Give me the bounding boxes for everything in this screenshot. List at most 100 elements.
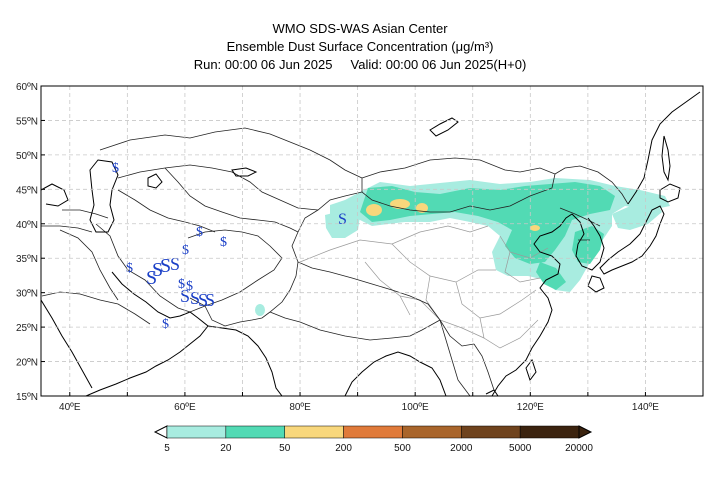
lon-tick-label: 60ºE [174, 402, 196, 413]
station-symbol-dollar: $ [220, 235, 227, 250]
lat-tick-label: 25ºN [16, 323, 38, 334]
colorbar-swatch [166, 425, 227, 439]
caspian-coast [89, 159, 119, 233]
station-symbol-dollar: $ [196, 225, 203, 240]
lat-tick-label: 40ºN [16, 220, 38, 231]
border-laos [473, 343, 495, 391]
dust-hotspot-1 [366, 204, 382, 216]
colorbar-label: 5 [164, 443, 170, 454]
colorbar-label: 50 [279, 443, 291, 454]
colorbar-arrow-high [578, 425, 593, 439]
province-line [425, 275, 485, 339]
province-line [504, 251, 541, 283]
province-line [364, 261, 411, 316]
dust-hotspot-4 [530, 225, 540, 231]
pakistan-india-coast [207, 325, 283, 396]
lon-axis: 40ºE 60ºE 80ºE 100ºE 120ºE 140ºE [59, 392, 659, 413]
colorbar-label: 2000 [450, 443, 473, 454]
title-run-valid: Run: 00:00 06 Jun 2025 Valid: 00:00 06 J… [0, 56, 720, 74]
border-iraq [59, 229, 119, 301]
border-seasia [439, 319, 471, 396]
province-line [455, 281, 537, 319]
title-product: Ensemble Dust Surface Concentration (μg/… [226, 39, 494, 54]
dust-region-manchuria [535, 192, 575, 208]
lat-tick-label: 20ºN [16, 358, 38, 369]
map-layer: $ $ $ $ $ $ $ $ S S S S S S S S S [41, 86, 703, 396]
run-time: Run: 00:00 06 Jun 2025 [193, 57, 333, 72]
japan-hokkaido [659, 183, 681, 203]
station-symbols: $ $ $ $ $ $ $ $ S S S S S S S S S [112, 161, 347, 332]
colorbar-label: 20 [220, 443, 232, 454]
country-borders [41, 127, 629, 396]
station-symbol-s: S [160, 255, 171, 277]
border-india [269, 311, 441, 341]
station-symbol-dollar: $ [182, 243, 189, 258]
lake-balkhash [231, 167, 258, 177]
lon-tick-label: 40ºE [59, 402, 81, 413]
border-mongolia [361, 157, 556, 213]
dust-hotspot-5 [581, 185, 591, 191]
province-line [479, 317, 539, 349]
colorbar-label: 200 [335, 443, 352, 454]
lat-tick-label: 30ºN [16, 289, 38, 300]
black-sea-coast [41, 183, 69, 207]
aral-sea [147, 173, 163, 189]
title-block: WMO SDS-WAS Asian Center Ensemble Dust S… [0, 20, 720, 74]
sakhalin [661, 135, 671, 182]
dust-field [255, 178, 670, 316]
colorbar-swatch [343, 425, 403, 439]
station-symbol-dollar: $ [112, 161, 119, 176]
province-line [391, 243, 496, 283]
graticule [41, 86, 703, 396]
province-line [299, 225, 489, 263]
station-symbol-s: S [146, 267, 157, 289]
red-sea-coast [41, 299, 93, 389]
colorbar-label: 500 [394, 443, 411, 454]
japan-honshu [599, 205, 665, 275]
lat-tick-label: 50ºN [16, 151, 38, 162]
border-turkey [41, 225, 93, 233]
province-boundaries [299, 225, 549, 349]
lat-tick-label: 55ºN [16, 116, 38, 127]
station-symbol-s: S [190, 288, 200, 308]
dust-region-korea [572, 226, 604, 264]
station-symbol-dollar: $ [178, 277, 185, 292]
colorbar: 5 20 50 200 500 2000 5000 20000 [153, 425, 593, 454]
taiwan [525, 358, 537, 382]
border-central-asia [117, 164, 319, 211]
station-symbol-s: S [152, 259, 163, 281]
lat-tick-label: 15ºN [16, 392, 38, 403]
station-symbol-dollar: $ [126, 261, 133, 276]
lon-tick-label: 100ºE [402, 402, 429, 413]
lat-axis: 60ºN 55ºN 50ºN 45ºN 40ºN 35ºN 30ºN 25ºN 20ºN 15ºN [16, 82, 45, 403]
far-east-coast [627, 91, 701, 205]
province-line [399, 295, 441, 321]
lon-tick-label: 140ºE [632, 402, 659, 413]
bay-bengal-coast [344, 351, 447, 396]
border-china-russia-ne [554, 165, 629, 205]
map-frame [40, 85, 704, 397]
border-kazakh-russia [99, 127, 363, 179]
title-center-name: WMO SDS-WAS Asian Center [272, 21, 448, 36]
colorbar-swatch [225, 425, 285, 439]
dust-region-arabia-small [255, 304, 265, 316]
province-line [499, 235, 549, 259]
lat-tick-label: 60ºN [16, 82, 38, 93]
china-east-coast [491, 213, 573, 396]
japan-kyushu [587, 275, 605, 293]
border-china-korea [559, 207, 601, 227]
arabia-coast [85, 271, 209, 396]
colorbar-swatch [519, 425, 580, 439]
lat-tick-label: 35ºN [16, 254, 38, 265]
valid-time: Valid: 00:00 06 Jun 2025(H+0) [350, 57, 527, 72]
station-symbol-s: S [338, 211, 347, 228]
lake-baikal [429, 117, 459, 137]
colorbar-label: 5000 [509, 443, 532, 454]
station-symbol-s: S [198, 290, 208, 310]
colorbar-swatch [461, 425, 521, 439]
station-symbol-s: S [170, 254, 180, 274]
station-symbol-dollar: $ [186, 279, 193, 294]
dust-region-japan-sea [612, 200, 662, 230]
colorbar-swatch [284, 425, 344, 439]
